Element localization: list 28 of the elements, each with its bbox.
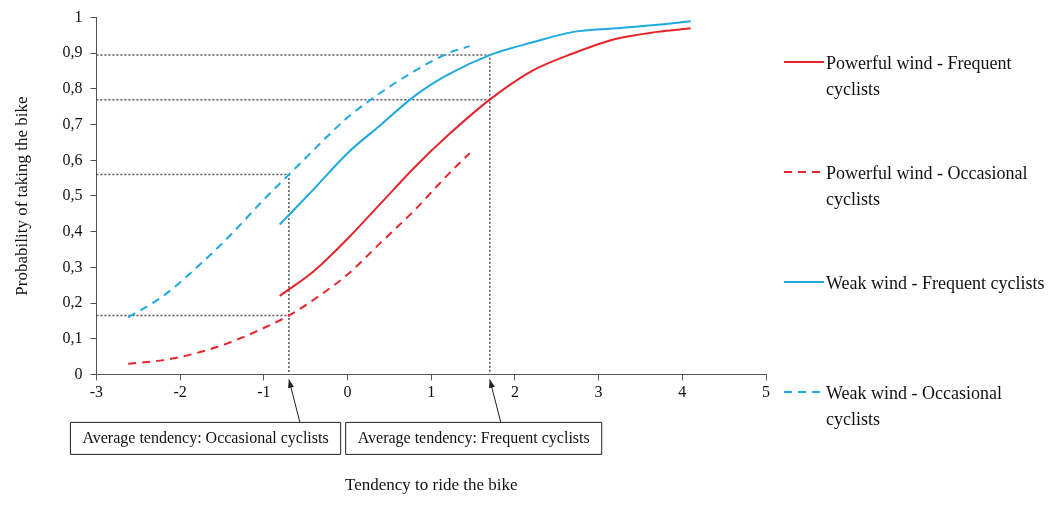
annotation: Average tendency: Frequent cyclists xyxy=(357,428,590,447)
x-tick-label: -3 xyxy=(89,383,104,401)
y-tick-label: 0,7 xyxy=(62,114,83,132)
y-tick-label: 1 xyxy=(74,7,83,25)
legend-label: Powerful wind - Frequent cyclists xyxy=(826,52,1013,101)
y-tick-label: 0,9 xyxy=(62,43,83,61)
y-axis-title: Probability of taking the bike xyxy=(11,96,31,296)
y-tick-label: 0,4 xyxy=(62,221,83,239)
annotation: Average tendency: Occasional cyclists xyxy=(82,428,329,447)
y-tick-label: 0 xyxy=(74,364,83,382)
x-tick-label: 1 xyxy=(427,383,436,401)
legend-label: Weak wind - Occasional cyclists xyxy=(826,382,1003,431)
y-tick-label: 0,1 xyxy=(62,328,83,346)
y-tick-label: 0,8 xyxy=(62,79,83,97)
y-tick-label: 0,6 xyxy=(62,150,83,168)
y-tick-label: 0,5 xyxy=(62,186,83,204)
y-tick-label: 0,3 xyxy=(62,257,83,275)
x-tick-label: 3 xyxy=(594,383,603,401)
x-axis-title: Tendency to ride the bike xyxy=(344,475,518,495)
x-tick-label: 2 xyxy=(510,383,519,401)
y-tick-label: 0,2 xyxy=(62,293,83,311)
x-tick-label: 4 xyxy=(678,383,687,401)
x-tick-label: 5 xyxy=(762,383,770,401)
x-tick-label: 0 xyxy=(343,383,352,401)
legend-label: Weak wind - Frequent cyclists xyxy=(826,272,1046,295)
x-tick-label: -1 xyxy=(257,383,271,401)
legend-label: Powerful wind - Occasional cyclists xyxy=(826,162,1029,211)
x-tick-label: -2 xyxy=(173,383,187,401)
